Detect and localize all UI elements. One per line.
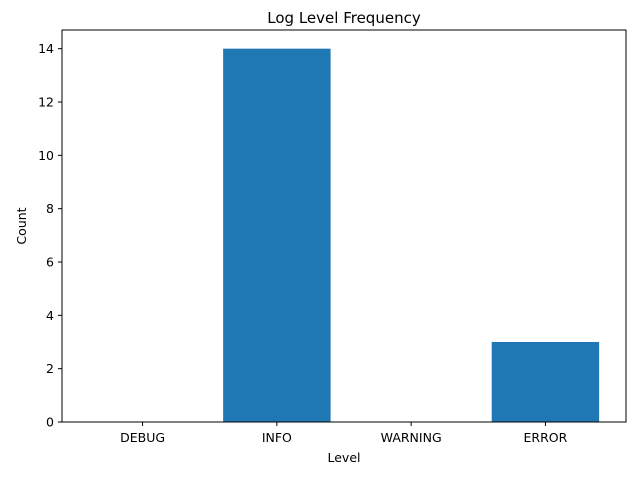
- y-tick-label: 4: [46, 308, 54, 323]
- plot-frame: [61, 29, 627, 423]
- y-tick-label: 8: [46, 201, 54, 216]
- y-tick-label: 14: [38, 41, 54, 56]
- y-tick-label: 2: [46, 361, 54, 376]
- x-tick-label-info: INFO: [262, 430, 292, 445]
- y-tick-label: 0: [46, 415, 54, 430]
- y-axis-ticks: 0 2 4 6 8 10 12 14: [38, 41, 62, 430]
- x-axis-title: Level: [328, 450, 361, 465]
- chart-title: Log Level Frequency: [267, 9, 421, 27]
- y-axis-title: Count: [14, 207, 29, 244]
- bars-layer: [223, 48, 600, 423]
- y-tick-label: 12: [38, 95, 54, 110]
- x-tick-label-error: ERROR: [524, 430, 568, 445]
- x-axis-ticks: DEBUG INFO WARNING ERROR: [120, 422, 568, 445]
- x-tick-label-debug: DEBUG: [120, 430, 165, 445]
- bar-info: [223, 48, 331, 423]
- axes-layer: [61, 29, 627, 423]
- y-tick-label: 6: [46, 255, 54, 270]
- y-tick-label: 10: [38, 148, 54, 163]
- x-tick-label-warning: WARNING: [381, 430, 442, 445]
- bar-error: [491, 342, 600, 422]
